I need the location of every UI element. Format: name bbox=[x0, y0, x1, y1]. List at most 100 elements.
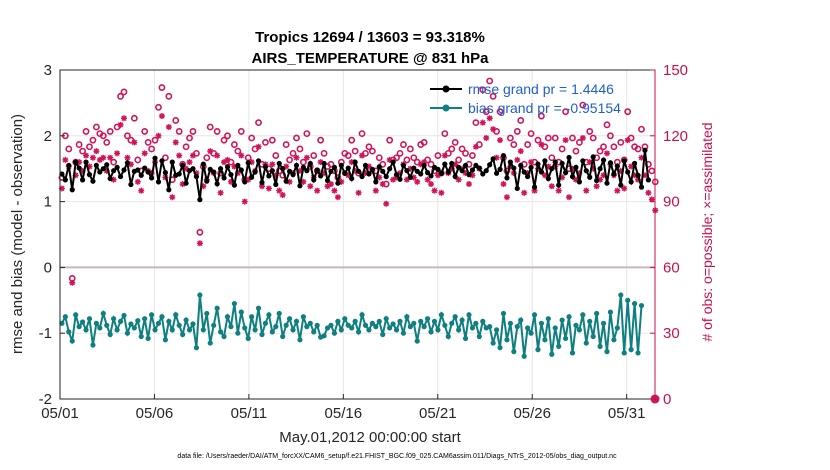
bias-point bbox=[107, 331, 113, 338]
rmse-point bbox=[611, 171, 617, 177]
bias-point bbox=[404, 314, 410, 320]
bias-point bbox=[635, 350, 641, 356]
error-series bbox=[59, 147, 651, 359]
rmse-point bbox=[93, 162, 99, 169]
rmse-point bbox=[145, 169, 151, 175]
rmse-point bbox=[197, 197, 203, 203]
y-tick-label: 3 bbox=[44, 62, 52, 79]
rmse-point bbox=[124, 160, 131, 166]
assimilated-obs-marker bbox=[362, 170, 369, 177]
assimilated-obs-marker bbox=[272, 172, 279, 179]
possible-obs-marker bbox=[289, 149, 297, 157]
bias-point bbox=[438, 312, 444, 318]
rmse-point bbox=[200, 161, 206, 167]
rmse-point bbox=[152, 155, 158, 161]
possible-obs-marker bbox=[148, 145, 155, 153]
assimilated-obs-marker bbox=[638, 154, 645, 161]
x-tick-label: 05/11 bbox=[231, 405, 267, 422]
bias-point bbox=[390, 321, 396, 327]
rmse-point bbox=[552, 159, 558, 165]
rmse-point bbox=[324, 177, 331, 184]
possible-obs-marker bbox=[117, 92, 124, 100]
bias-point bbox=[231, 300, 237, 307]
y-axis-label: rmse and bias (model - observation) bbox=[9, 114, 26, 354]
possible-obs-marker bbox=[130, 114, 138, 122]
assimilated-obs-marker bbox=[393, 174, 400, 181]
assimilated-obs-marker bbox=[321, 170, 328, 177]
possible-obs-marker bbox=[255, 119, 262, 127]
rmse-point bbox=[262, 164, 269, 170]
possible-obs-marker bbox=[196, 228, 204, 236]
bias-point bbox=[359, 312, 365, 318]
assimilated-obs-marker bbox=[479, 119, 486, 126]
possible-obs-marker bbox=[410, 154, 418, 162]
rmse-point bbox=[466, 172, 472, 178]
bias-point bbox=[442, 322, 448, 328]
possible-obs-marker bbox=[65, 145, 73, 153]
bias-point bbox=[576, 327, 582, 333]
rmse-point bbox=[190, 166, 196, 172]
bias-point bbox=[566, 314, 572, 320]
possible-obs-marker bbox=[562, 108, 569, 116]
possible-obs-marker bbox=[527, 130, 535, 138]
bias-point bbox=[421, 324, 427, 330]
x-tick-label: 05/31 bbox=[608, 405, 646, 422]
bias-point bbox=[528, 330, 534, 336]
assimilated-obs-marker bbox=[89, 154, 96, 161]
assimilated-obs-marker bbox=[283, 163, 290, 170]
possible-obs-marker bbox=[638, 125, 645, 133]
possible-obs-marker bbox=[92, 123, 100, 131]
possible-obs-marker bbox=[496, 108, 504, 116]
bias-point bbox=[525, 325, 531, 331]
possible-obs-marker bbox=[206, 123, 214, 131]
rmse-point bbox=[545, 175, 551, 182]
assimilated-obs-marker bbox=[548, 183, 555, 190]
possible-obs-marker bbox=[213, 128, 221, 135]
assimilated-obs-marker bbox=[120, 115, 127, 122]
bias-point bbox=[304, 324, 310, 330]
bias-point bbox=[124, 330, 131, 336]
bias-point bbox=[314, 322, 320, 328]
possible-obs-marker bbox=[106, 128, 114, 135]
assimilated-obs-marker bbox=[545, 163, 552, 170]
assimilated-obs-marker bbox=[541, 172, 548, 179]
bias-point bbox=[300, 314, 306, 320]
possible-obs-marker bbox=[648, 167, 656, 175]
possible-obs-marker bbox=[420, 138, 428, 146]
possible-obs-marker bbox=[351, 147, 359, 155]
rmse-point bbox=[535, 161, 541, 167]
rmse-point bbox=[573, 164, 579, 170]
assimilated-obs-marker bbox=[448, 165, 455, 172]
possible-obs-marker bbox=[486, 77, 494, 85]
assimilated-obs-marker bbox=[96, 156, 103, 163]
assimilated-obs-marker bbox=[183, 165, 190, 172]
rmse-point bbox=[331, 164, 338, 170]
rmse-point bbox=[138, 172, 144, 178]
possible-obs-marker bbox=[572, 147, 580, 155]
rmse-point bbox=[276, 160, 282, 167]
rmse-point bbox=[590, 154, 596, 160]
assimilated-obs-marker bbox=[524, 170, 531, 177]
bias-point bbox=[131, 325, 137, 331]
assimilated-obs-marker bbox=[255, 143, 262, 150]
rmse-point bbox=[235, 162, 241, 169]
possible-obs-marker bbox=[368, 147, 376, 155]
assimilated-obs-marker bbox=[117, 121, 124, 128]
rmse-point bbox=[507, 159, 513, 165]
rmse-point bbox=[404, 168, 410, 174]
rmse-point bbox=[383, 173, 389, 180]
assimilated-obs-marker bbox=[331, 187, 338, 194]
rmse-point bbox=[559, 160, 565, 167]
possible-obs-marker bbox=[579, 101, 587, 109]
assimilated-obs-marker bbox=[327, 181, 334, 188]
bias-point bbox=[445, 333, 451, 340]
possible-obs-marker bbox=[479, 86, 487, 94]
rmse-point bbox=[531, 184, 538, 190]
assimilated-obs-marker bbox=[238, 152, 245, 159]
assimilated-obs-marker bbox=[100, 154, 107, 161]
possible-obs-marker bbox=[358, 130, 366, 138]
possible-obs-marker bbox=[534, 136, 542, 144]
possible-obs-marker bbox=[113, 123, 121, 131]
possible-obs-marker bbox=[124, 132, 131, 140]
possible-obs-marker bbox=[237, 128, 245, 135]
